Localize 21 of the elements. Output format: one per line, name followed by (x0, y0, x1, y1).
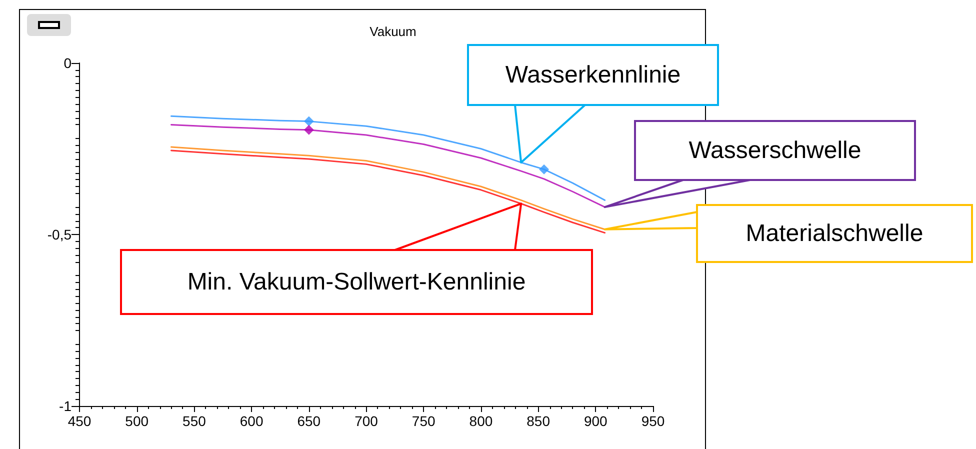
x-tick-label: 900 (584, 413, 608, 429)
y-tick-label: -1 (59, 398, 72, 414)
x-tick-label: 800 (469, 413, 493, 429)
x-tick-label: 600 (240, 413, 264, 429)
line-series (170, 115, 606, 201)
y-tick-label: 0 (64, 55, 72, 71)
x-tick-label: 850 (526, 413, 550, 429)
point (304, 124, 314, 135)
x-tick-label: 500 (125, 413, 149, 429)
y-tick-label: -0,5 (47, 226, 72, 242)
text: Min. Vakuum-Sollwert-Kennlinie (187, 268, 526, 296)
x-tick-label: 750 (412, 413, 436, 429)
point (539, 164, 550, 174)
x-tick-label: 450 (68, 413, 92, 429)
x-tick-label: 550 (182, 413, 206, 429)
chart-title: Vakuum (370, 24, 416, 39)
line-series (170, 124, 606, 208)
x-tick-label: 700 (354, 413, 378, 429)
point (304, 116, 314, 126)
x-tick-label: 650 (297, 413, 321, 429)
x-tick-label: 950 (641, 413, 665, 429)
